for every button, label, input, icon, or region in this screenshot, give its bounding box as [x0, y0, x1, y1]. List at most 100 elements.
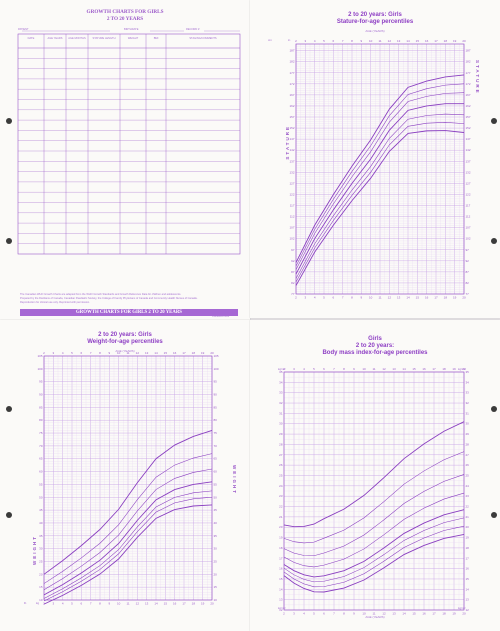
- value-tick-label: 147: [289, 137, 294, 141]
- age-tick-label: 12: [136, 602, 140, 606]
- value-tick-label: 35: [214, 534, 218, 538]
- record-table: [17, 30, 241, 255]
- percentile-curve: [295, 83, 465, 267]
- value-tick-label: 77: [291, 292, 295, 296]
- age-tick-label: 16: [422, 612, 426, 616]
- stature-sheet: 2 to 20 years: Girls Stature-for-age per…: [250, 0, 500, 318]
- value-tick-label: 18: [466, 546, 470, 550]
- value-tick-label: 26: [279, 463, 283, 467]
- value-tick-label: 55: [39, 482, 43, 486]
- value-tick-label: 92: [466, 259, 470, 263]
- age-tick-label: 18: [444, 39, 448, 43]
- value-tick-label: 147: [466, 137, 471, 141]
- bmi-age-label: AGE (YEARS): [365, 615, 385, 619]
- chart-frame: [43, 355, 213, 601]
- value-tick-label: 20: [39, 572, 43, 576]
- age-tick-label: 14: [402, 612, 406, 616]
- age-tick-label: 20: [462, 39, 466, 43]
- age-tick-label: 10: [117, 351, 121, 355]
- age-tick-label: 13: [392, 367, 396, 371]
- value-tick-label: 35: [39, 534, 43, 538]
- table-header-cell: STAGING/COMMENTS: [189, 37, 217, 40]
- value-tick-label: 21: [279, 515, 283, 519]
- value-tick-label: 27: [279, 453, 283, 457]
- footer-code: CANADA 2010: [212, 315, 230, 318]
- value-tick-label: 187: [466, 49, 471, 53]
- value-tick-label: 18: [279, 546, 283, 550]
- value-tick-label: 70: [39, 444, 43, 448]
- bmi-unit-bottom-left: kg/m²: [278, 606, 286, 610]
- age-tick-label: 20: [210, 602, 214, 606]
- punch-hole: [6, 118, 12, 124]
- age-tick-label: 8: [351, 296, 353, 300]
- percentile-curve: [43, 481, 213, 596]
- age-tick-label: 6: [323, 367, 325, 371]
- value-tick-label: 182: [466, 60, 471, 64]
- value-tick-label: 177: [466, 71, 471, 75]
- percentile-curve: [43, 453, 213, 584]
- age-tick-label: 15: [164, 602, 168, 606]
- value-tick-label: 157: [289, 115, 294, 119]
- value-tick-label: 117: [290, 204, 295, 208]
- value-tick-label: 33: [279, 391, 283, 395]
- value-tick-label: 13: [466, 598, 470, 602]
- value-tick-label: 60: [39, 470, 43, 474]
- footer-note-1: The Canadian WHO Growth Charts are adapt…: [20, 293, 182, 296]
- value-tick-label: 65: [214, 457, 218, 461]
- value-tick-label: 20: [279, 525, 283, 529]
- value-tick-label: 19: [466, 536, 470, 540]
- age-tick-label: 13: [145, 602, 149, 606]
- age-tick-label: 17: [434, 39, 438, 43]
- value-tick-label: 40: [214, 521, 218, 525]
- value-tick-label: 105: [37, 354, 42, 358]
- age-tick-label: 12: [136, 351, 140, 355]
- age-tick-label: 2: [43, 602, 45, 606]
- age-tick-label: 4: [62, 351, 64, 355]
- footer-note-2: Prepared by the Dietitians of Canada, Ca…: [20, 297, 198, 300]
- age-tick-label: 12: [388, 39, 392, 43]
- age-tick-label: 16: [173, 351, 177, 355]
- footer-band: GROWTH CHARTS FOR GIRLS 2 TO 20 YEARS: [20, 309, 238, 316]
- table-header-cell: WEIGHT: [127, 37, 139, 40]
- value-tick-label: 24: [279, 484, 283, 488]
- age-tick-label: 7: [90, 351, 92, 355]
- weight-side-word-right: WEIGHT: [232, 465, 237, 495]
- value-tick-label: 23: [279, 494, 283, 498]
- value-tick-label: 14: [466, 587, 470, 591]
- weight-age-label: AGE (YEARS): [115, 349, 135, 353]
- value-tick-label: 31: [466, 411, 470, 415]
- value-tick-label: 97: [291, 248, 295, 252]
- punch-hole: [6, 512, 12, 518]
- percentile-curve: [283, 451, 465, 544]
- value-tick-label: 187: [289, 49, 294, 53]
- value-tick-label: 137: [289, 159, 294, 163]
- age-tick-label: 19: [201, 602, 205, 606]
- age-tick-label: 3: [304, 39, 306, 43]
- age-tick-label: 4: [303, 612, 305, 616]
- value-tick-label: 85: [214, 405, 218, 409]
- age-tick-label: 10: [369, 39, 373, 43]
- age-tick-label: 8: [99, 351, 101, 355]
- value-tick-label: 172: [289, 82, 294, 86]
- age-tick-label: 8: [343, 367, 345, 371]
- age-tick-label: 6: [332, 296, 334, 300]
- value-tick-label: 40: [39, 521, 43, 525]
- percentile-curve: [283, 534, 465, 593]
- age-tick-label: 6: [332, 39, 334, 43]
- value-tick-label: 157: [466, 115, 471, 119]
- value-tick-label: 100: [214, 367, 219, 371]
- age-tick-label: 3: [293, 367, 295, 371]
- stature-side-word-right: STATURE: [475, 60, 480, 95]
- value-tick-label: 127: [289, 181, 294, 185]
- age-tick-label: 18: [444, 296, 448, 300]
- value-tick-label: 82: [466, 281, 470, 285]
- value-tick-label: 25: [39, 559, 43, 563]
- table-header-cell: AGE MONTHS: [68, 37, 86, 40]
- value-tick-label: 20: [466, 525, 470, 529]
- value-tick-label: 45: [39, 508, 43, 512]
- value-tick-label: 122: [466, 192, 471, 196]
- stature-unit-in: in: [288, 38, 291, 42]
- value-tick-label: 31: [279, 411, 283, 415]
- age-tick-label: 19: [452, 612, 456, 616]
- value-tick-label: 142: [466, 148, 471, 152]
